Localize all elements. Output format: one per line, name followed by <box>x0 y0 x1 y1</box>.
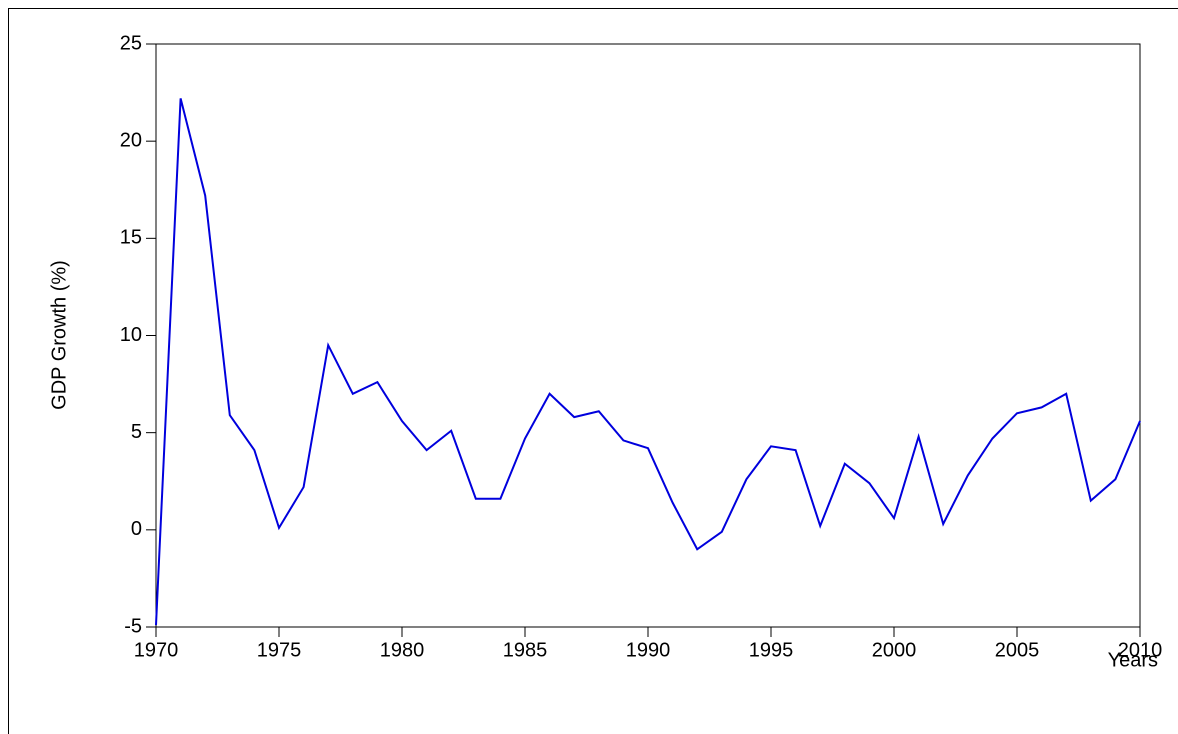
x-tick-label: 1975 <box>257 639 302 661</box>
x-tick-label: 1995 <box>749 639 794 661</box>
y-tick-label: 15 <box>120 227 142 249</box>
frame <box>8 8 1178 734</box>
data-line <box>155 98 1141 626</box>
y-tick-label: -5 <box>124 615 142 637</box>
x-tick-label: 1990 <box>626 639 671 661</box>
y-tick-label: 20 <box>120 129 142 151</box>
y-axis-label: GDP Growth (%) <box>48 260 70 410</box>
x-tick-label: 2000 <box>872 639 917 661</box>
x-tick-label: 1980 <box>380 639 425 661</box>
y-tick-label: 25 <box>120 32 142 54</box>
x-tick-label: 2010 <box>1118 639 1163 661</box>
plot-area <box>155 43 1141 628</box>
x-tick-label: 1985 <box>503 639 548 661</box>
x-tick-label: 2005 <box>995 639 1040 661</box>
y-tick-label: 0 <box>131 518 142 540</box>
x-tick-label: 1970 <box>134 639 179 661</box>
y-tick-label: 5 <box>131 421 142 443</box>
x-axis-label: Years <box>1108 649 1158 671</box>
y-tick-label: 10 <box>120 324 142 346</box>
